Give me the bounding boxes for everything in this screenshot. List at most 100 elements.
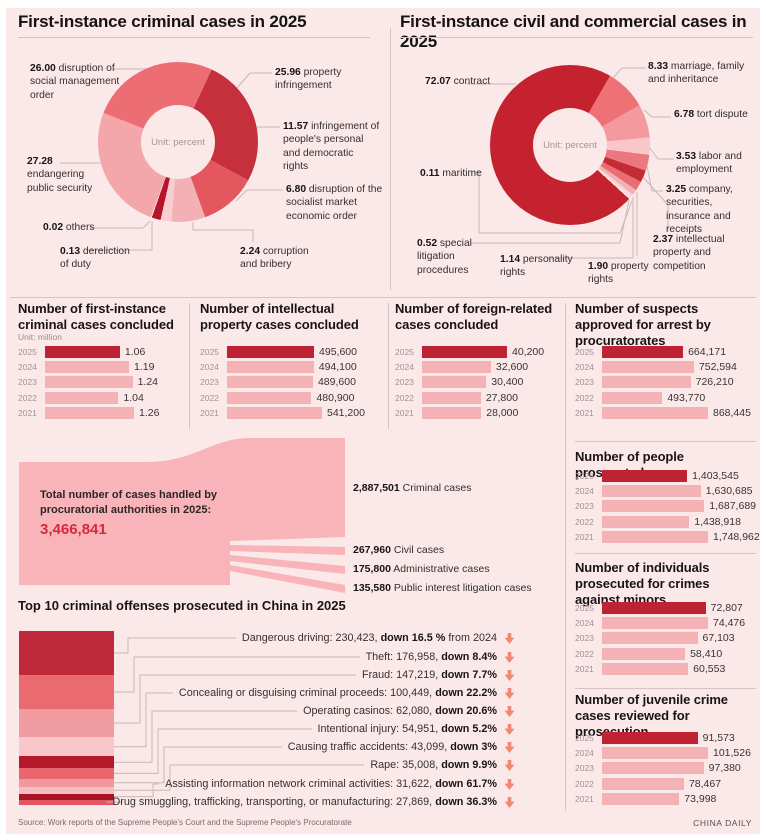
page-title-criminal: First-instance criminal cases in 2025 bbox=[18, 12, 307, 31]
bar-row: 2025 1.06 bbox=[18, 346, 182, 358]
pie-segment-label: 0.13 dereliction of duty bbox=[60, 246, 130, 271]
pie-segment-label: 1.90 property rights bbox=[588, 261, 649, 286]
title-rule-left bbox=[18, 37, 370, 38]
value-label: 60,553 bbox=[693, 662, 726, 675]
chart-title: Number of juvenile crime cases reviewed … bbox=[575, 692, 728, 739]
value-bar bbox=[422, 391, 481, 404]
year-label: 2025 bbox=[575, 603, 594, 613]
top10-section: Top 10 criminal offenses prosecuted in C… bbox=[10, 598, 557, 815]
value-label: 664,171 bbox=[688, 346, 727, 358]
year-label: 2023 bbox=[575, 763, 594, 774]
value-bar bbox=[602, 662, 689, 675]
year-label: 2024 bbox=[575, 486, 594, 497]
flow-total-value: 3,466,841 bbox=[40, 520, 107, 538]
year-label: 2024 bbox=[575, 748, 594, 759]
year-label: 2025 bbox=[18, 347, 37, 357]
bar-chart-people-prosecuted: Number of people prosecuted 20251,403,54… bbox=[575, 449, 760, 549]
divider-col2 bbox=[388, 303, 389, 429]
value-label: 1.24 bbox=[137, 376, 158, 389]
divider-col1 bbox=[189, 303, 190, 429]
bar-row: 2025 495,600 bbox=[200, 346, 370, 358]
down-arrow-icon bbox=[504, 652, 515, 663]
year-label: 2025 bbox=[395, 347, 414, 357]
source-note: Source: Work reports of the Supreme Peop… bbox=[18, 818, 352, 827]
value-label: 489,600 bbox=[317, 376, 356, 389]
value-label: 493,770 bbox=[667, 391, 706, 404]
down-arrow-icon bbox=[504, 760, 515, 771]
stack-segment bbox=[19, 793, 114, 800]
down-arrow-icon bbox=[504, 779, 515, 790]
top10-stacked-bar bbox=[19, 631, 114, 805]
bar-chart-criminal-concluded: Number of first-instance criminal cases … bbox=[18, 301, 182, 429]
year-label: 2021 bbox=[18, 407, 37, 418]
pie-segment-label: 3.25 company, securities, insurance and … bbox=[666, 184, 733, 236]
value-label: 101,526 bbox=[713, 747, 751, 760]
flow-total: Total number of cases handled by procura… bbox=[40, 488, 250, 540]
value-bar bbox=[602, 647, 686, 660]
bar-row: 2024 32,600 bbox=[395, 361, 555, 374]
flow-branch-label: 175,800 Administrative cases bbox=[353, 563, 490, 575]
flow-total-label: Total number of cases handled by procura… bbox=[40, 489, 218, 516]
chart-title: Number of foreign-related cases conclude… bbox=[395, 301, 553, 332]
brand-label: CHINA DAILY bbox=[693, 818, 752, 828]
value-bar bbox=[602, 777, 684, 790]
top10-title: Top 10 criminal offenses prosecuted in C… bbox=[18, 598, 346, 613]
value-label: 27,800 bbox=[485, 391, 518, 404]
value-bar bbox=[602, 617, 708, 630]
value-label: 1,687,689 bbox=[709, 500, 756, 513]
value-bar bbox=[602, 602, 706, 614]
value-label: 73,998 bbox=[684, 792, 717, 805]
year-label: 2021 bbox=[575, 793, 594, 804]
top10-item: Fraud: 147,219, down 7.7% bbox=[361, 669, 497, 681]
stack-segment bbox=[19, 768, 114, 779]
bar-row: 2022 58,410 bbox=[575, 647, 756, 660]
unit-label: Unit: percent bbox=[151, 136, 205, 148]
year-label: 2024 bbox=[575, 618, 594, 629]
bar-row: 2021 541,200 bbox=[200, 406, 370, 419]
year-label: 2021 bbox=[395, 407, 414, 418]
year-label: 2021 bbox=[575, 663, 594, 674]
value-label: 726,210 bbox=[695, 376, 734, 389]
value-bar bbox=[227, 406, 322, 419]
pie-segment-label: 0.52 special litigation procedures bbox=[417, 238, 472, 276]
bar-row: 2023 726,210 bbox=[575, 376, 756, 389]
chart-title: Number of individuals prosecuted for cri… bbox=[575, 560, 710, 607]
top10-item: Drug smuggling, trafficking, transportin… bbox=[112, 796, 498, 808]
year-label: 2024 bbox=[575, 362, 594, 373]
value-bar bbox=[45, 346, 120, 358]
value-bar bbox=[602, 406, 708, 419]
down-arrow-icon bbox=[504, 706, 515, 717]
flow-branch-label: 135,580 Public interest litigation cases bbox=[353, 582, 532, 594]
pie-segment-label: 26.00 disruption of social management or… bbox=[30, 63, 120, 101]
bar-chart-foreign-concluded: Number of foreign-related cases conclude… bbox=[395, 301, 555, 429]
bar-rows: 2025 1.06 2024 1.19 2023 1.24 2022 1.04 2021 1.26 bbox=[18, 346, 182, 422]
stack-segment bbox=[19, 631, 114, 676]
divider-main bbox=[10, 297, 756, 298]
bar-row: 2021 60,553 bbox=[575, 662, 756, 675]
year-label: 2023 bbox=[575, 633, 594, 644]
bar-row: 2024 1.19 bbox=[18, 361, 182, 374]
stack-segment bbox=[19, 786, 114, 794]
down-arrow-icon bbox=[504, 670, 515, 681]
value-label: 1,630,685 bbox=[705, 485, 753, 498]
value-bar bbox=[602, 391, 663, 404]
chart-title: Number of suspects approved for arrest b… bbox=[575, 301, 711, 348]
bar-row: 2021 1.26 bbox=[18, 406, 182, 419]
pie-segment-label: 11.57 infringement of people's personal … bbox=[283, 121, 380, 173]
bar-chart-crimes-against-minors: Number of individuals prosecuted for cri… bbox=[575, 560, 756, 684]
pie-segment-label: 25.96 property infringement bbox=[275, 67, 342, 92]
bar-row: 2023 30,400 bbox=[395, 376, 555, 389]
bar-row: 2023 1.24 bbox=[18, 376, 182, 389]
bar-row: 2024 1,630,685 bbox=[575, 485, 756, 498]
value-label: 480,900 bbox=[316, 391, 355, 404]
bar-rows: 2025 72,807 2024 74,476 2023 67,103 2022 58,410… bbox=[575, 602, 756, 678]
down-arrow-icon bbox=[504, 797, 515, 808]
divider-right-1 bbox=[575, 441, 756, 442]
value-bar bbox=[602, 530, 708, 543]
value-bar bbox=[602, 470, 688, 482]
bar-row: 2023 67,103 bbox=[575, 632, 756, 645]
bar-row: 2021 1,748,962 bbox=[575, 530, 760, 543]
value-label: 58,410 bbox=[690, 647, 723, 660]
year-label: 2024 bbox=[395, 362, 414, 373]
value-bar bbox=[602, 792, 680, 805]
